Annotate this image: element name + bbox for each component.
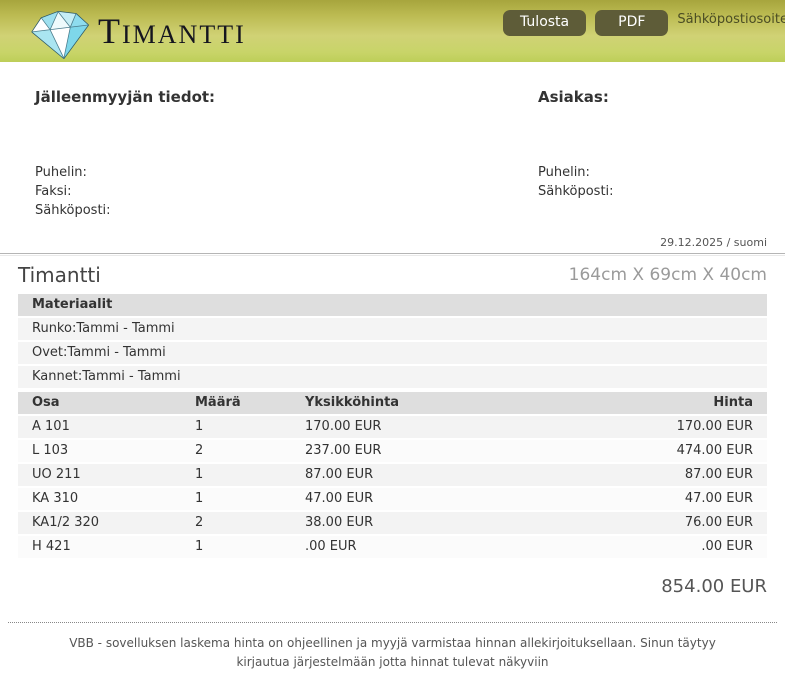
part-unit-price: 87.00 EUR <box>291 464 607 486</box>
dealer-info-column: Jälleenmyyjän tiedot: Puhelin: Faksi: Sä… <box>18 88 538 220</box>
part-quantity: 1 <box>181 416 291 438</box>
part-unit-price: 47.00 EUR <box>291 488 607 510</box>
customer-info-column: Asiakas: Puhelin: Sähköposti: <box>538 88 767 220</box>
header-actions: Tulosta PDF Sähköpostiosoite puuttu <box>503 10 785 36</box>
part-code: L 103 <box>18 440 181 462</box>
material-row-doors: Ovet:Tammi - Tammi <box>18 342 767 364</box>
part-price: 47.00 EUR <box>607 488 767 510</box>
part-quantity: 1 <box>181 464 291 486</box>
footer-divider <box>8 622 777 623</box>
customer-email-label: Sähköposti: <box>538 184 614 199</box>
header-bar: TIMANTTI Tulosta PDF Sähköpostiosoite pu… <box>0 0 785 62</box>
column-header-quantity: Määrä <box>181 392 291 414</box>
total-price: 854.00 EUR <box>661 576 767 597</box>
quote-document: Jälleenmyyjän tiedot: Puhelin: Faksi: Sä… <box>0 62 785 671</box>
material-row-frame: Runko:Tammi - Tammi <box>18 318 767 340</box>
section-divider <box>0 253 785 256</box>
dealer-fax-label: Faksi: <box>35 184 72 199</box>
brand-name: TIMANTTI <box>98 11 246 51</box>
part-code: A 101 <box>18 416 181 438</box>
part-price: 474.00 EUR <box>607 440 767 462</box>
product-title-row: Timantti 164cm X 69cm X 40cm <box>0 256 785 294</box>
part-price: .00 EUR <box>607 536 767 558</box>
materials-section: Materiaalit Runko:Tammi - Tammi Ovet:Tam… <box>18 294 767 388</box>
customer-phone-label: Puhelin: <box>538 165 590 180</box>
column-header-unit-price: Yksikköhinta <box>291 392 607 414</box>
brand-logo: TIMANTTI <box>28 1 246 62</box>
table-row: KA1/2 320 2 38.00 EUR 76.00 EUR <box>18 512 767 534</box>
pdf-button[interactable]: PDF <box>595 10 669 36</box>
part-code: H 421 <box>18 536 181 558</box>
part-unit-price: 170.00 EUR <box>291 416 607 438</box>
price-disclaimer: VBB - sovelluksen laskema hinta on ohjee… <box>69 636 716 669</box>
parts-table: Osa Määrä Yksikköhinta Hinta A 101 1 170… <box>18 390 767 560</box>
part-unit-price: 237.00 EUR <box>291 440 607 462</box>
dealer-phone-label: Puhelin: <box>35 165 87 180</box>
column-header-price: Hinta <box>607 392 767 414</box>
part-quantity: 1 <box>181 536 291 558</box>
contact-info-section: Jälleenmyyjän tiedot: Puhelin: Faksi: Sä… <box>0 62 785 220</box>
part-quantity: 2 <box>181 440 291 462</box>
table-row: UO 211 1 87.00 EUR 87.00 EUR <box>18 464 767 486</box>
part-price: 170.00 EUR <box>607 416 767 438</box>
customer-heading: Asiakas: <box>538 88 609 106</box>
part-code: KA1/2 320 <box>18 512 181 534</box>
part-price: 76.00 EUR <box>607 512 767 534</box>
table-row: A 101 1 170.00 EUR 170.00 EUR <box>18 416 767 438</box>
dealer-email-label: Sähköposti: <box>35 203 111 218</box>
product-dimensions: 164cm X 69cm X 40cm <box>568 265 767 285</box>
print-button[interactable]: Tulosta <box>503 10 587 36</box>
email-missing-note: Sähköpostiosoite puuttu <box>677 12 785 27</box>
part-code: UO 211 <box>18 464 181 486</box>
column-header-part: Osa <box>18 392 181 414</box>
product-title: Timantti <box>18 263 101 287</box>
material-row-tops: Kannet:Tammi - Tammi <box>18 366 767 388</box>
part-unit-price: .00 EUR <box>291 536 607 558</box>
materials-heading: Materiaalit <box>18 294 767 316</box>
part-code: KA 310 <box>18 488 181 510</box>
part-quantity: 1 <box>181 488 291 510</box>
part-quantity: 2 <box>181 512 291 534</box>
date-locale: 29.12.2025 / suomi <box>660 236 767 249</box>
parts-table-header-row: Osa Määrä Yksikköhinta Hinta <box>18 392 767 414</box>
table-row: KA 310 1 47.00 EUR 47.00 EUR <box>18 488 767 510</box>
part-unit-price: 38.00 EUR <box>291 512 607 534</box>
part-price: 87.00 EUR <box>607 464 767 486</box>
table-row: H 421 1 .00 EUR .00 EUR <box>18 536 767 558</box>
dealer-heading: Jälleenmyyjän tiedot: <box>35 88 216 106</box>
table-row: L 103 2 237.00 EUR 474.00 EUR <box>18 440 767 462</box>
diamond-icon <box>28 7 94 62</box>
